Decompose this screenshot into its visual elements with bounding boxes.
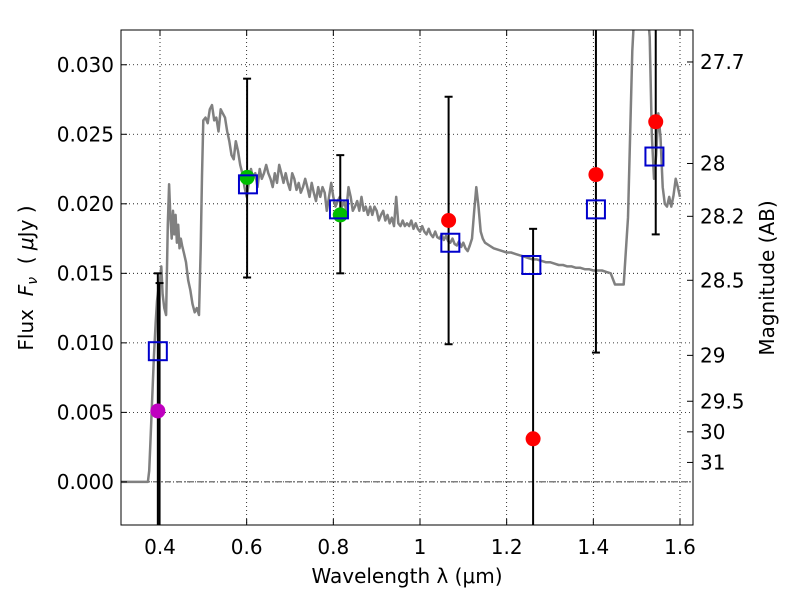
sed-layer [121, 30, 682, 484]
sed-model-line [121, 30, 682, 484]
x-tick-label: 0.8 [317, 535, 349, 559]
x-tick-label: 1 [414, 535, 427, 559]
observed-point [441, 212, 457, 228]
observed-point [332, 207, 348, 223]
model-photometry-box [328, 199, 349, 220]
model-photometry-box [585, 199, 606, 220]
grid [121, 30, 693, 525]
y-tick-label: 0.010 [57, 331, 114, 355]
ylabel-part-3: ν [25, 277, 41, 285]
x-tick-label: 0.4 [144, 535, 176, 559]
y-tick-label: 0.015 [57, 261, 114, 285]
observed-point [648, 114, 664, 130]
model-photometry-layer [147, 146, 665, 362]
y-tick-label: 0.025 [57, 122, 114, 146]
y-tick-label: 0.030 [57, 53, 114, 77]
right-tick-label: 28 [700, 151, 725, 175]
y-axis-label-right: Magnitude (AB) [755, 200, 779, 355]
model-photometry-box [521, 254, 542, 275]
observed-point [239, 169, 255, 185]
y-axis-label-left: Flux Fν ( μJy ) [14, 205, 41, 350]
tick-marks [121, 30, 693, 525]
model-photometry-box [237, 174, 258, 195]
plot-frame [120, 29, 694, 526]
right-tick-label: 28.2 [700, 204, 745, 228]
observed-point [588, 167, 604, 183]
y-tick-label: 0.000 [57, 470, 114, 494]
model-photometry-box [644, 146, 665, 167]
x-axis-label: Wavelength λ (μm) [311, 564, 502, 588]
model-photometry-box [440, 232, 461, 253]
right-tick-label: 31 [700, 450, 725, 474]
ylabel-part-6: Jy ) [14, 205, 38, 239]
observed-point [150, 403, 166, 419]
model-photometry-box [147, 341, 168, 362]
y-tick-label: 0.020 [57, 192, 114, 216]
right-tick-label: 29 [700, 343, 725, 367]
x-tick-label: 1.6 [664, 535, 696, 559]
x-tick-label: 1.2 [491, 535, 523, 559]
ylabel-part-2: F [14, 284, 38, 296]
right-tick-label: 27.7 [700, 50, 745, 74]
right-tick-label: 29.5 [700, 389, 745, 413]
right-tick-label: 30 [700, 420, 725, 444]
x-tick-label: 0.6 [231, 535, 263, 559]
observed-points-layer [150, 114, 664, 447]
y-tick-label: 0.005 [57, 400, 114, 424]
ylabel-part-1: Flux [14, 296, 38, 350]
ylabel-part-4: ( [14, 250, 38, 277]
observed-point [525, 431, 541, 447]
ylabel-part-5: μ [14, 237, 38, 251]
x-tick-label: 1.4 [577, 535, 609, 559]
tick-labels: 0.4 0.6 0.8 1 1.2 1.4 1.6 0.000 0.005 0.010 0.015 0… [57, 50, 745, 559]
right-tick-label: 28.5 [700, 268, 745, 292]
